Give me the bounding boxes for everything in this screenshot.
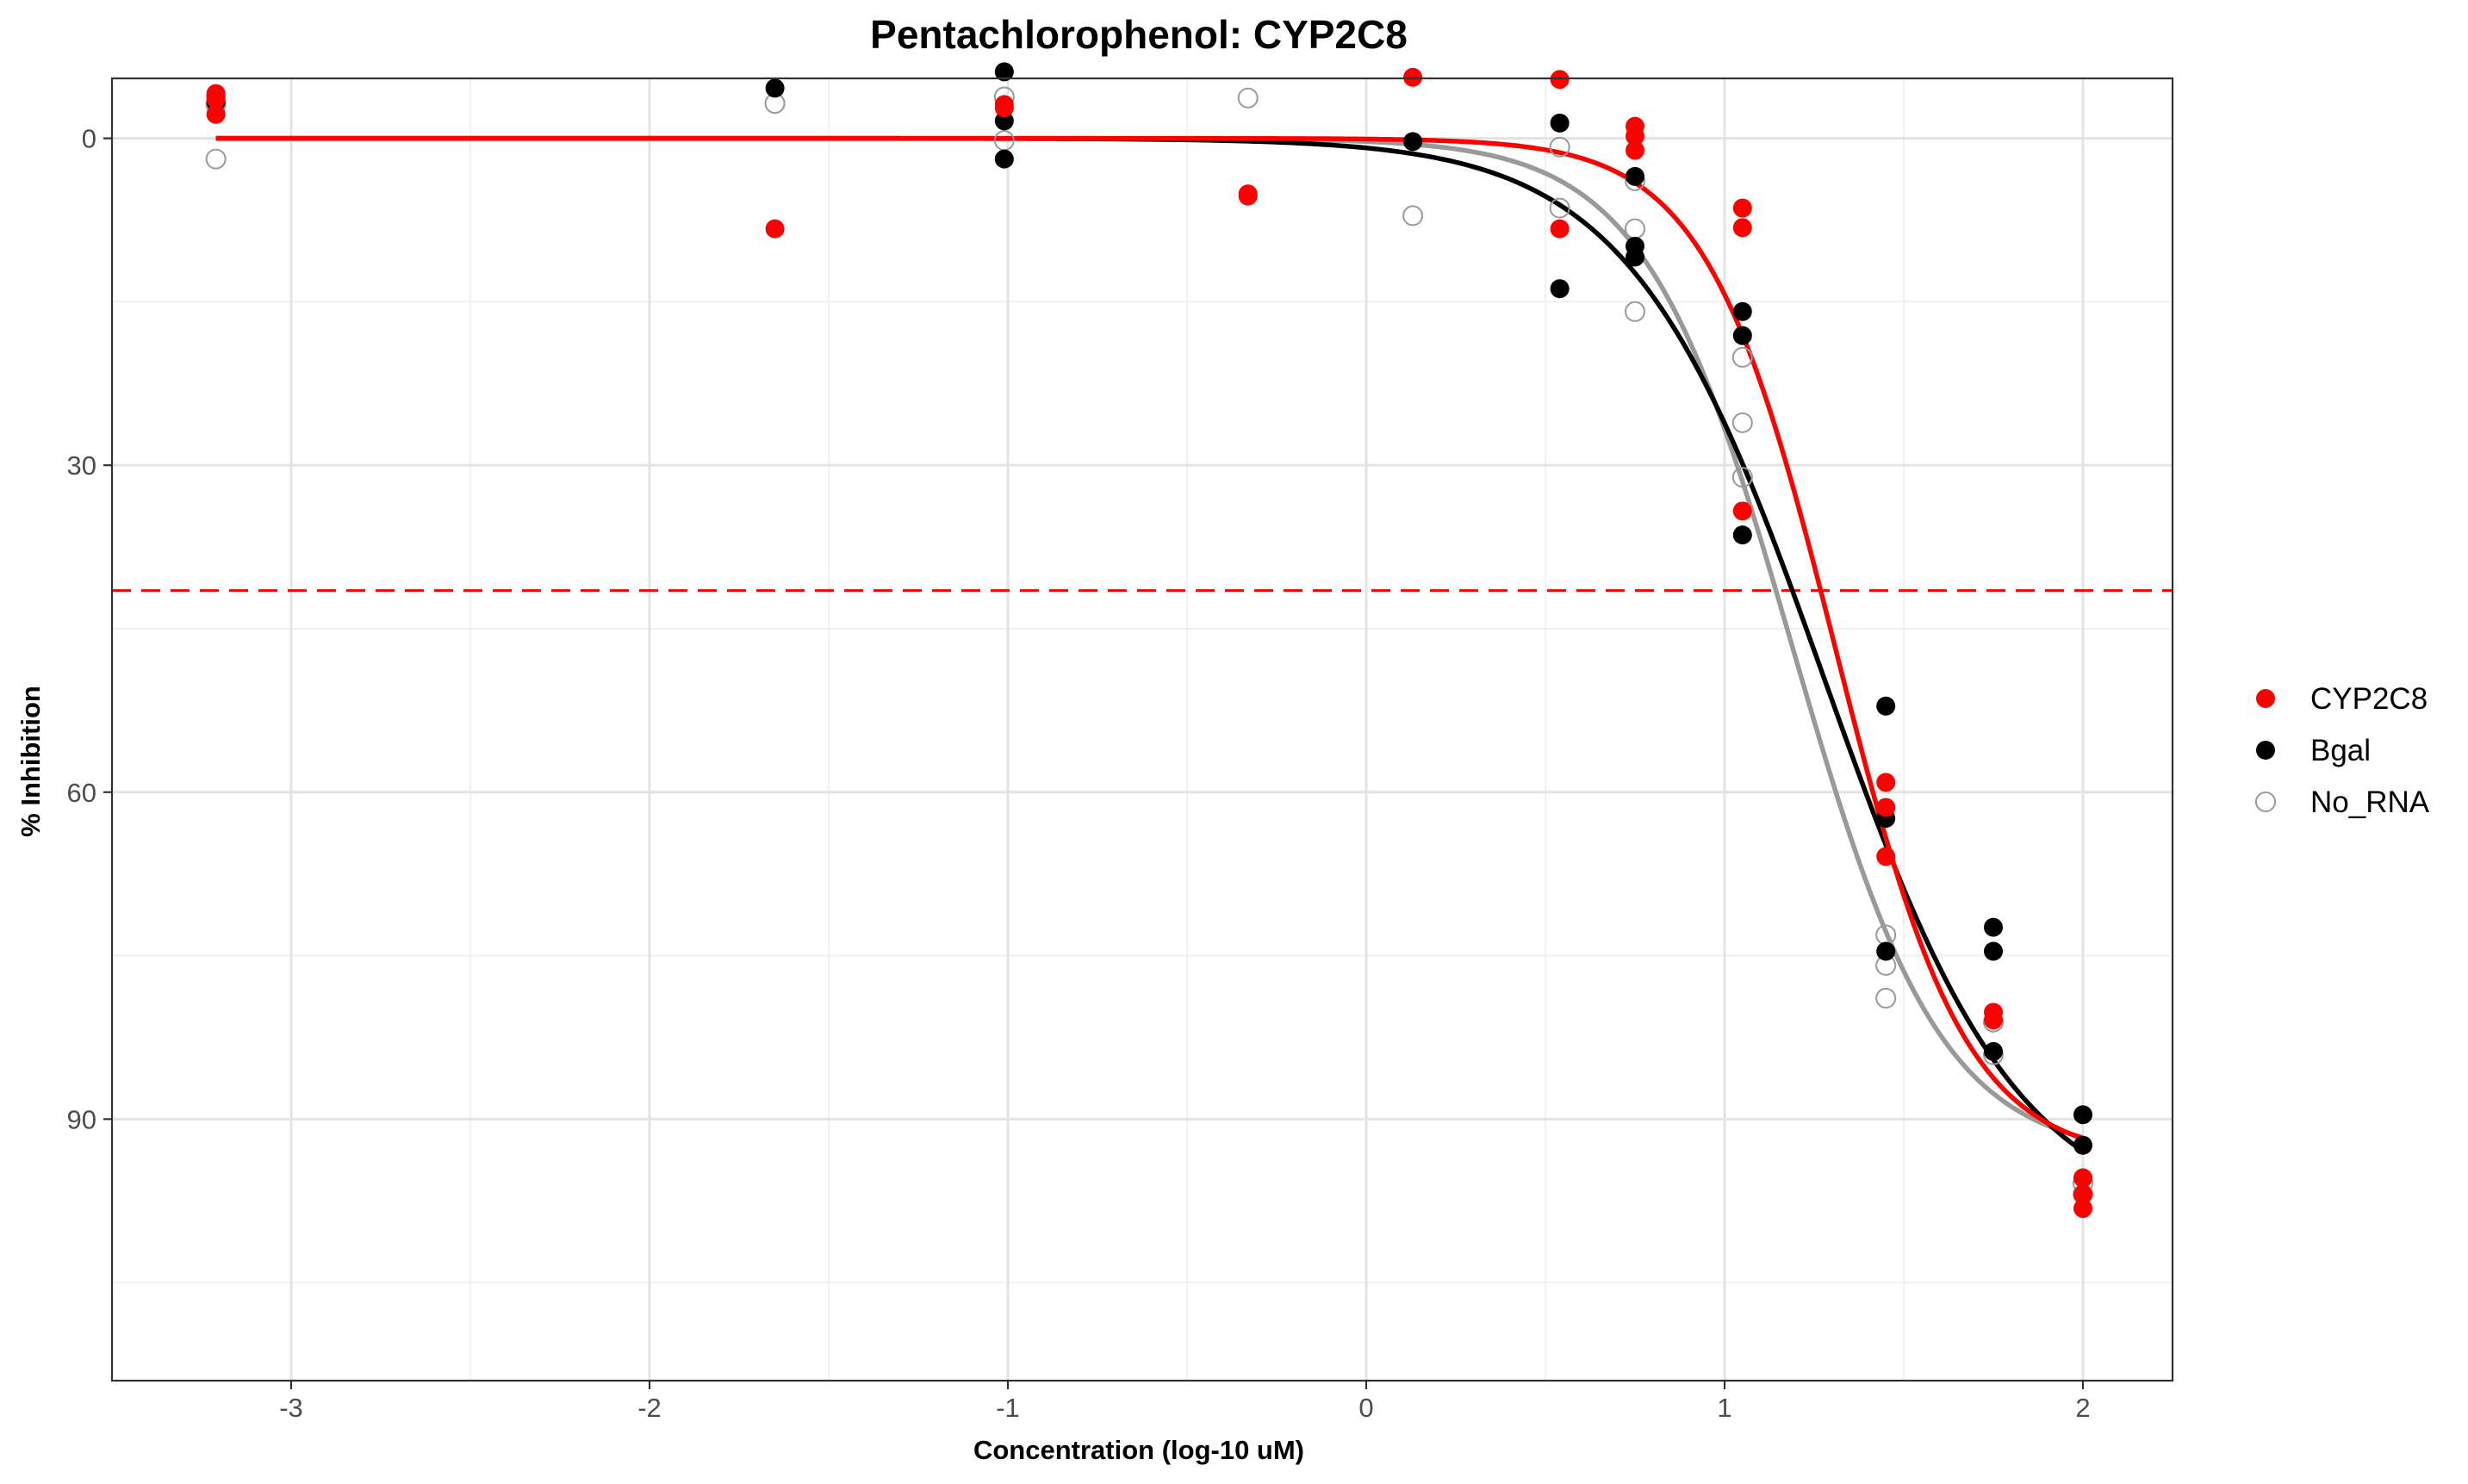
data-point-bgal [994,111,1014,131]
data-point-bgal [1984,917,2003,937]
data-point-no-rna [1731,412,1753,433]
data-point-cyp2c8 [1238,186,1258,206]
data-point-bgal [1984,1041,2003,1061]
data-point-cyp2c8 [206,104,226,124]
data-point-cyp2c8 [206,90,226,109]
legend-key-cyp2c8 [2256,689,2275,708]
x-axis-title: Concentration (log-10 uM) [973,1435,1304,1465]
y-tick-label: 90 [67,1104,96,1134]
data-point-cyp2c8 [1984,1010,2003,1030]
legend-label-bgal: Bgal [2310,734,2371,767]
data-point-cyp2c8 [1876,798,1896,817]
data-point-bgal [1626,166,1644,186]
data-point-bgal [1550,279,1570,299]
data-point-cyp2c8 [765,219,785,239]
y-tick-label: 60 [67,778,96,808]
data-point-cyp2c8 [1732,218,1752,238]
data-point-no-rna [1549,136,1570,158]
data-point-cyp2c8 [1550,70,1570,90]
data-point-cyp2c8 [1876,847,1896,866]
data-point-no-rna [1625,301,1645,322]
data-point-bgal [1403,132,1423,152]
data-point-bgal [1876,941,1896,961]
legend-key-no-rna [2255,792,2276,812]
data-point-no-rna [1237,87,1259,109]
data-point-bgal [1550,113,1570,133]
y-axis-title: % Inhibition [16,686,46,837]
data-point-bgal [994,62,1014,82]
data-point-cyp2c8 [2073,1168,2092,1188]
data-point-no-rna [1402,205,1424,227]
data-point-no-rna [205,148,227,170]
fit-curve-cyp2c8 [215,135,2084,1141]
data-point-cyp2c8 [1626,140,1644,160]
legend-key-bgal [2256,741,2275,760]
data-point-cyp2c8 [1403,67,1423,87]
chart-title: Pentachlorophenol: CYP2C8 [870,12,1408,57]
data-point-bgal [765,78,785,98]
x-tick-label: -1 [996,1393,1020,1423]
data-point-bgal [1732,301,1752,321]
plot-panel-border [110,77,2174,1382]
data-point-no-rna [1875,987,1897,1009]
data-point-bgal [1732,525,1752,545]
data-point-bgal [1876,696,1896,716]
data-point-cyp2c8 [1732,501,1752,521]
x-tick-label: 2 [2075,1393,2090,1423]
data-point-bgal [2073,1105,2092,1125]
legend-label-no-rna: No_RNA [2310,785,2430,819]
data-point-cyp2c8 [1876,773,1896,792]
x-tick-label: -3 [279,1393,303,1423]
data-point-bgal [1984,941,2003,961]
data-points [205,62,2093,1219]
data-point-bgal [1732,326,1752,345]
data-point-no-rna [1731,467,1753,488]
y-tick-label: 0 [82,124,96,154]
data-point-cyp2c8 [1732,198,1752,218]
y-tick-label: 30 [67,450,96,481]
data-point-cyp2c8 [1626,127,1644,146]
data-point-bgal [2073,1135,2092,1155]
data-point-no-rna [1549,197,1570,219]
x-tick-label: -2 [637,1393,662,1423]
data-point-bgal [994,149,1014,169]
data-point-bgal [1626,247,1644,267]
data-point-cyp2c8 [2073,1184,2092,1204]
axis-ticks: -3 -2 -1 0 1 2 0 30 60 90 [67,124,2091,1423]
fit-curves [215,135,2085,1153]
data-point-cyp2c8 [2073,1199,2092,1219]
x-tick-label: 1 [1717,1393,1731,1423]
data-point-cyp2c8 [1550,219,1570,239]
grid-lines [112,78,2173,1381]
legend-label-cyp2c8: CYP2C8 [2310,682,2428,716]
data-point-cyp2c8 [994,95,1014,115]
x-tick-label: 0 [1358,1393,1373,1423]
data-point-no-rna [1731,346,1753,368]
legend: CYP2C8 Bgal No_RNA [2255,682,2430,819]
